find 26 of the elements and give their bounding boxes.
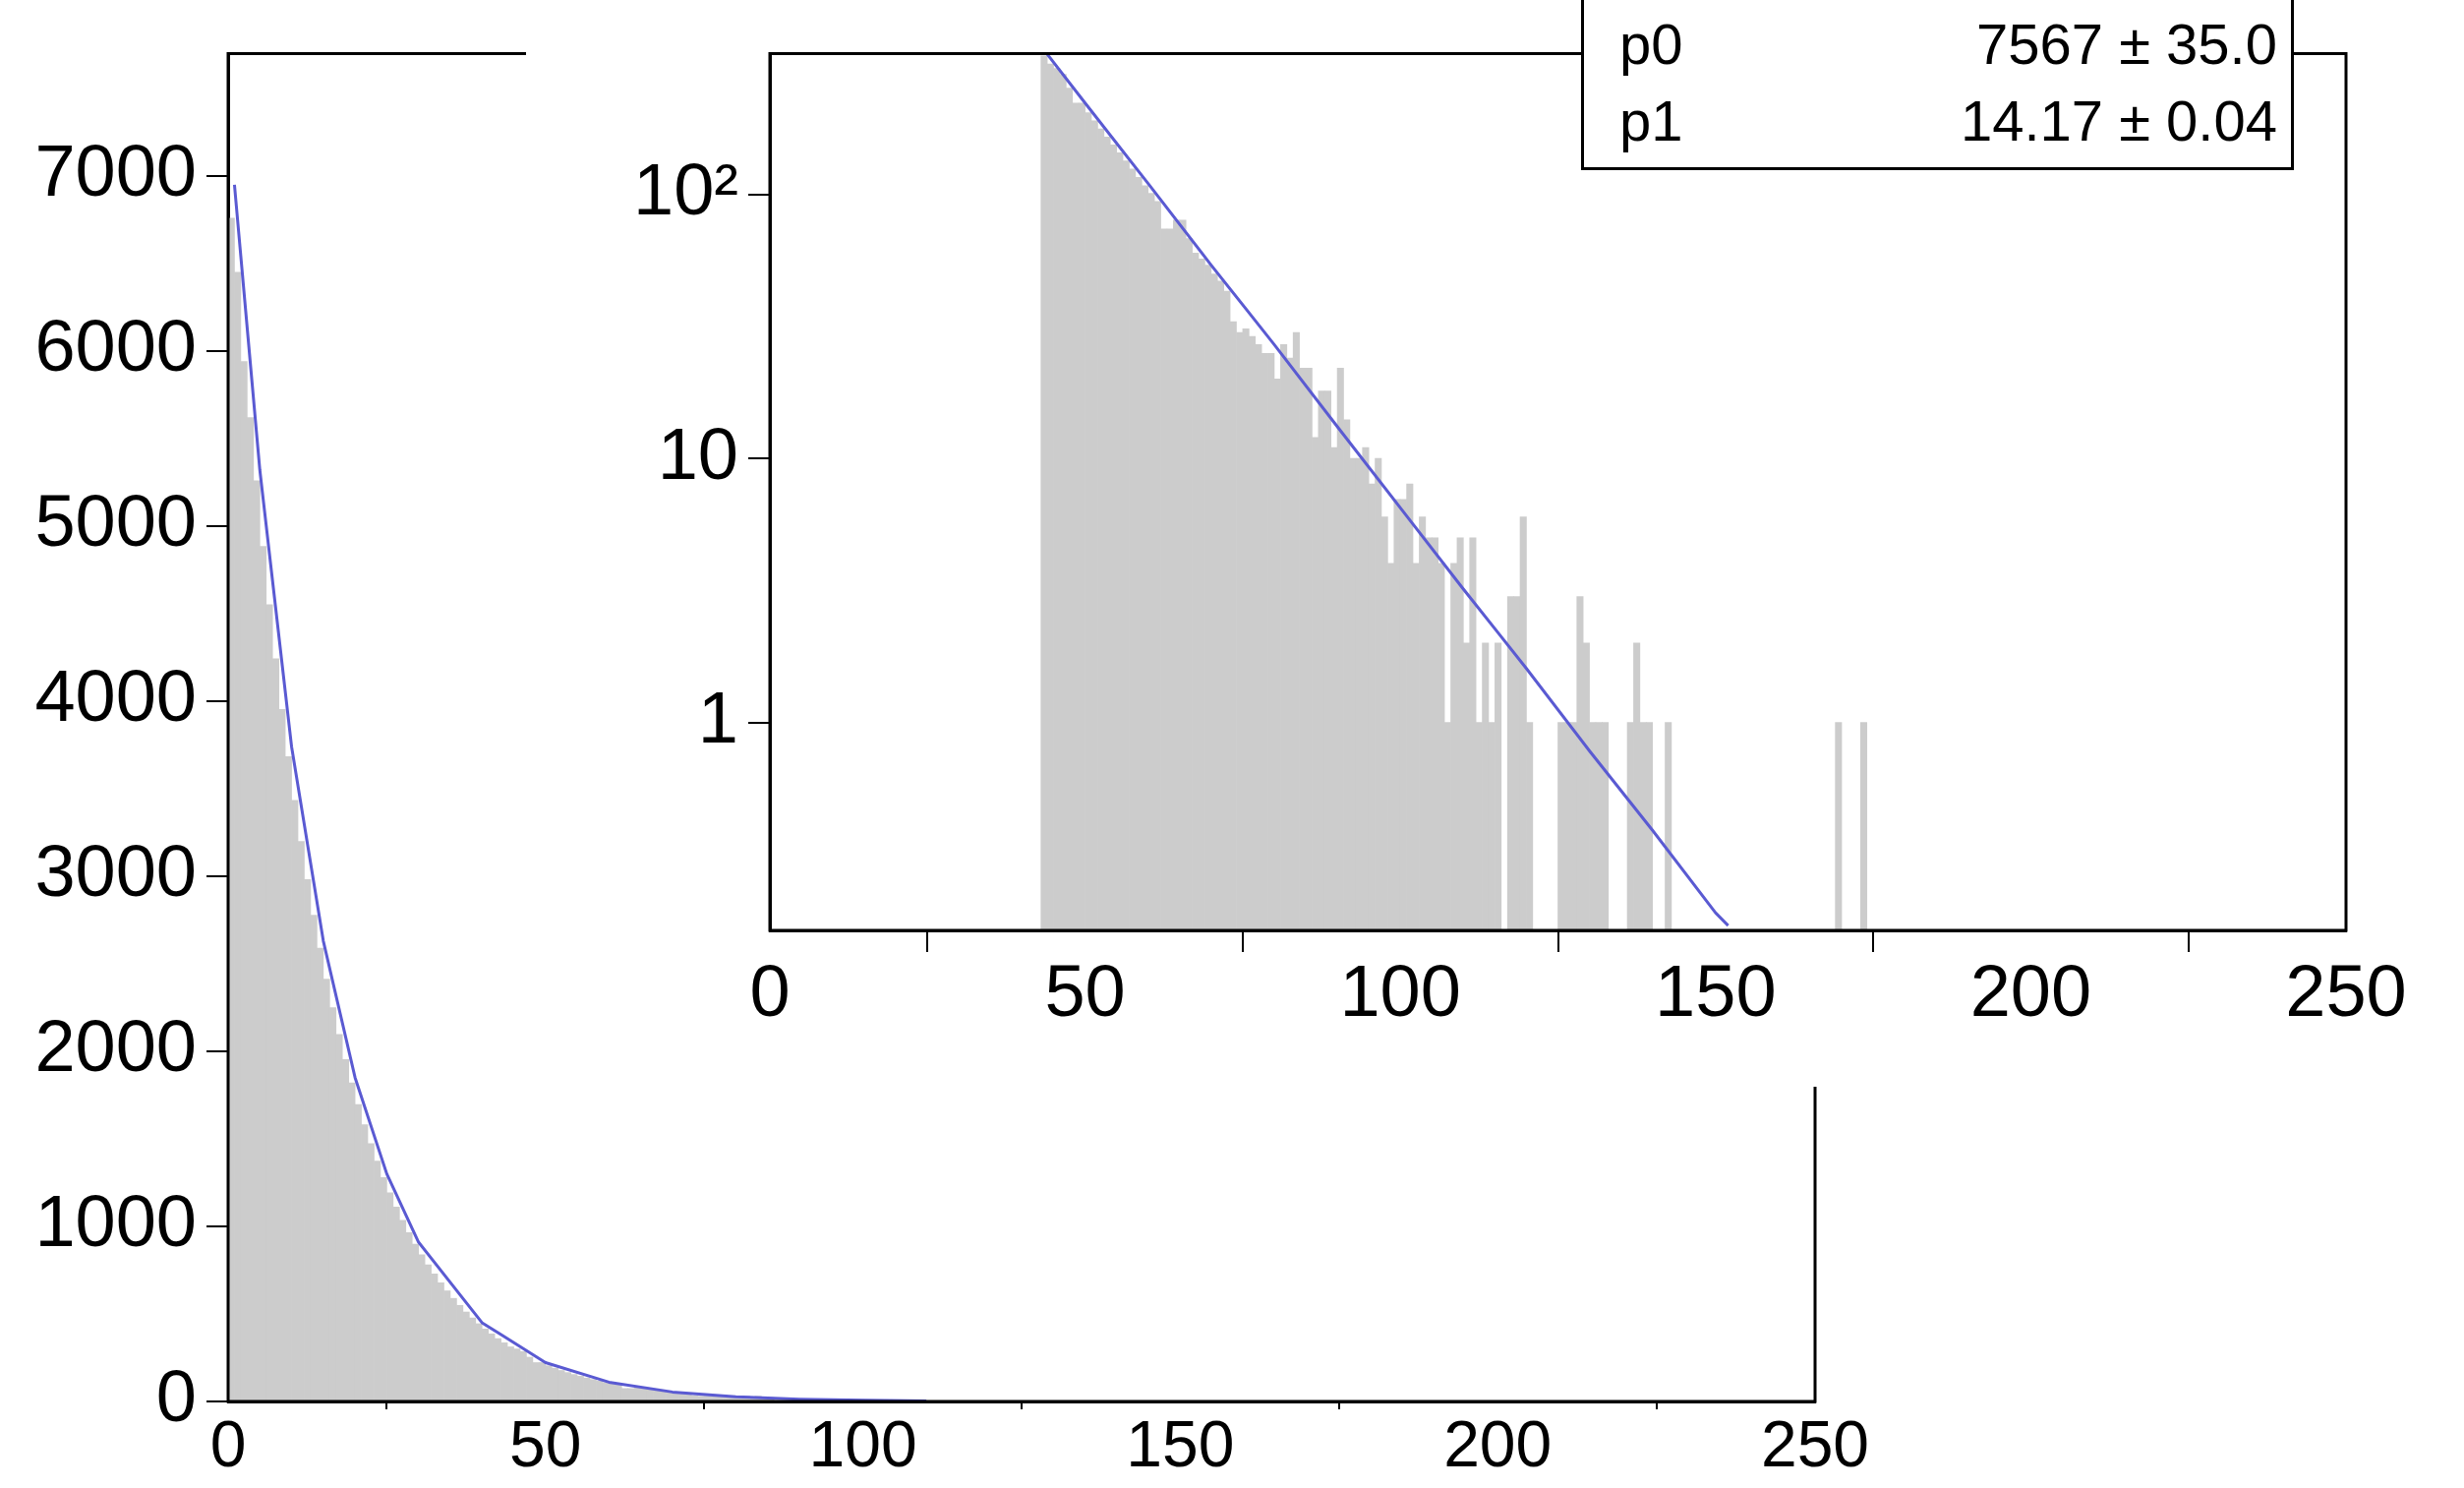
y-tick-label: 4000 <box>34 655 197 738</box>
annotation: p0 <box>1619 11 1683 78</box>
annotation: 7567 ± 35.0 <box>1976 11 2277 78</box>
annotation: p1 <box>1619 88 1683 154</box>
x-tick-label: 100 <box>1339 949 1461 1032</box>
x-tick-label: 150 <box>1655 949 1777 1032</box>
y-tick-label: 7000 <box>34 130 197 212</box>
y-tick-label: 2000 <box>34 1005 197 1088</box>
y-tick-label: 5000 <box>34 480 197 563</box>
x-tick-label: 50 <box>509 1406 582 1480</box>
x-tick-label: 0 <box>209 1406 247 1480</box>
x-tick-label: 250 <box>1760 1406 1870 1480</box>
x-tick-label: 200 <box>1969 949 2092 1032</box>
y-tick-label: 3000 <box>34 830 197 913</box>
y-tick-label: 10² <box>633 149 738 231</box>
x-tick-label: 50 <box>1044 949 1126 1032</box>
x-tick-label: 0 <box>749 949 791 1032</box>
x-tick-label: 100 <box>808 1406 917 1480</box>
x-tick-label: 150 <box>1126 1406 1235 1480</box>
y-tick-label: 10 <box>657 412 738 495</box>
y-tick-label: 1000 <box>34 1180 197 1263</box>
x-tick-label: 200 <box>1443 1406 1553 1480</box>
y-tick-label: 6000 <box>34 305 197 387</box>
x-tick-label: 250 <box>2285 949 2407 1032</box>
y-tick-label: 1 <box>697 676 738 758</box>
annotation: 14.17 ± 0.04 <box>1960 88 2277 154</box>
